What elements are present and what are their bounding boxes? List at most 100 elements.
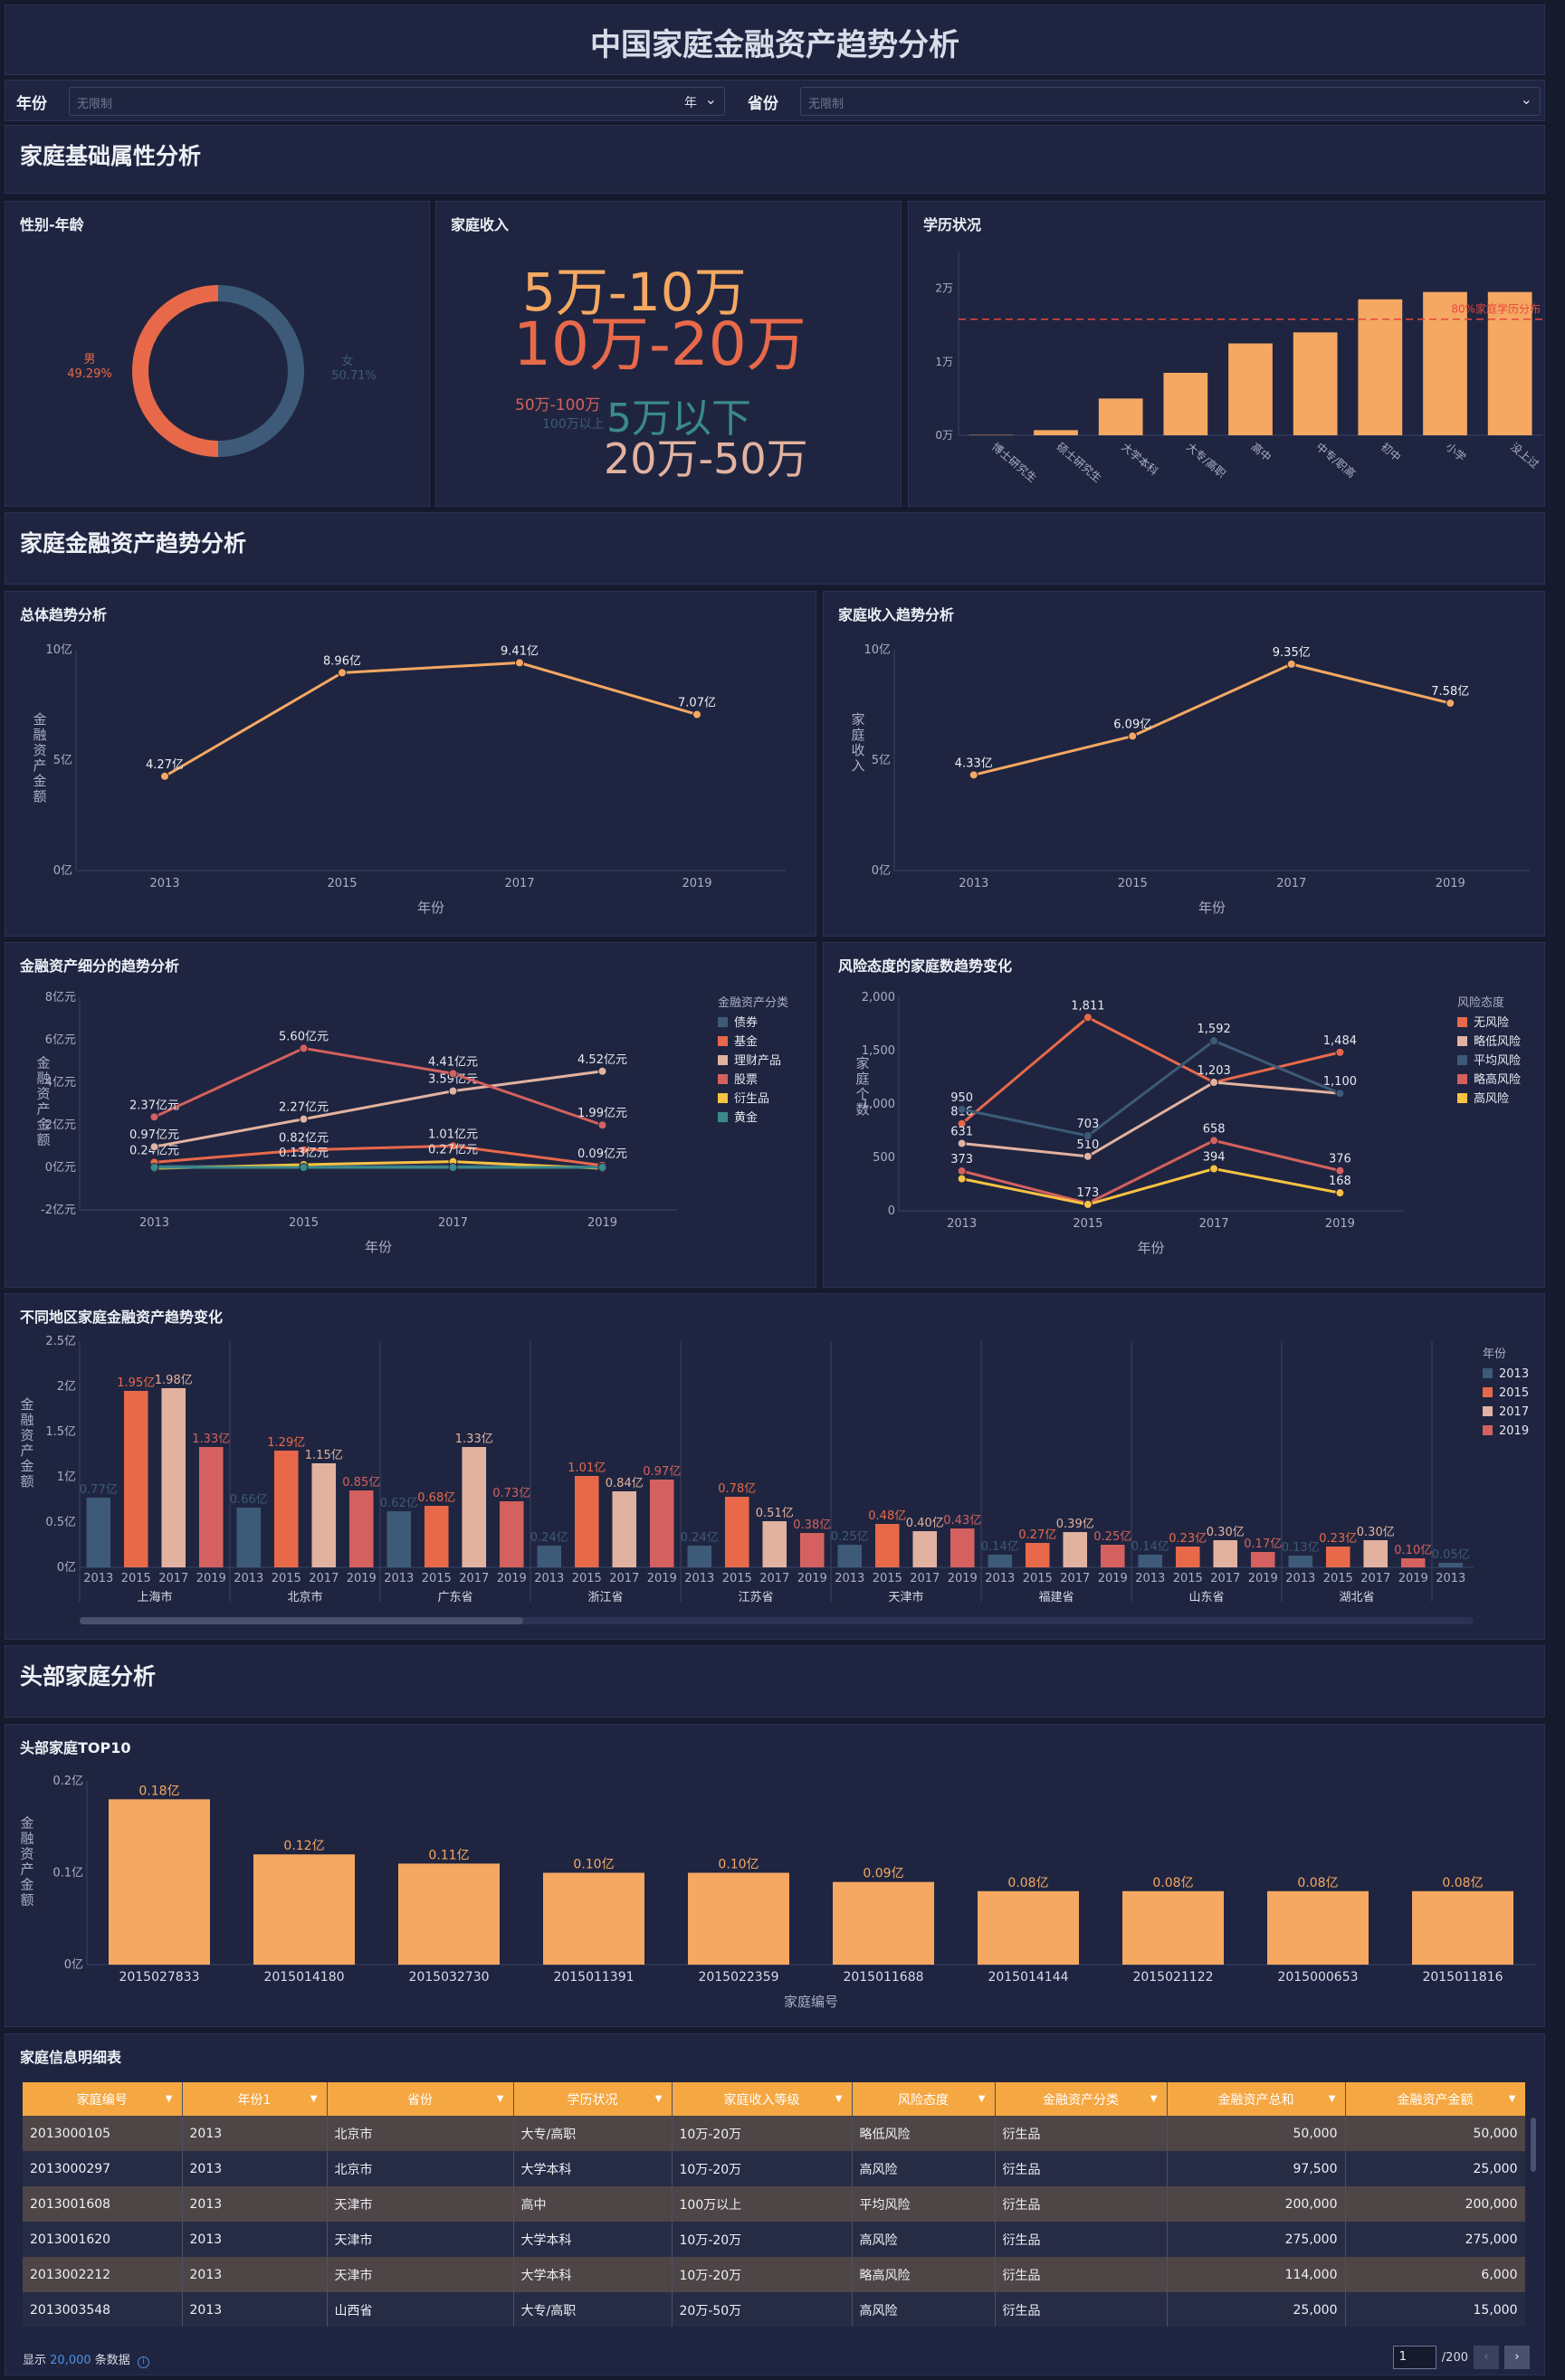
column-header-label: 金融资产金额	[1397, 2092, 1474, 2108]
year-filter-unit: 年	[684, 96, 697, 110]
table-cell: 衍生品	[995, 2186, 1168, 2222]
x-tick-label: 高中	[1249, 440, 1274, 464]
x-tick-label: 2019	[497, 1572, 527, 1585]
table-scrollbar[interactable]	[1531, 2118, 1536, 2172]
sort-dropdown-icon[interactable]: ▼	[1150, 2094, 1158, 2104]
column-header[interactable]: 年份1 ▼	[182, 2082, 328, 2116]
region-label: 江苏省	[738, 1590, 773, 1604]
table-cell: 200,000	[1167, 2186, 1346, 2222]
y-tick-label: 500	[873, 1151, 895, 1165]
next-page-button[interactable]: ›	[1504, 2346, 1530, 2369]
bar-label: 0.25亿	[831, 1530, 869, 1544]
column-header-label: 金融资产分类	[1043, 2092, 1119, 2108]
bar	[1358, 299, 1403, 435]
sort-dropdown-icon[interactable]: ▼	[1328, 2094, 1336, 2104]
data-point	[692, 709, 701, 719]
x-tick-label: 2015011391	[553, 1970, 634, 1985]
x-tick-label: 2015027833	[119, 1970, 199, 1985]
bar	[1412, 1890, 1513, 1965]
x-tick-label: 2015022359	[698, 1970, 778, 1985]
column-header[interactable]: 金融资产金额 ▼	[1345, 2082, 1525, 2116]
data-label: 1,203	[1198, 1064, 1231, 1078]
sort-dropdown-icon[interactable]: ▼	[1508, 2094, 1516, 2104]
bar-label: 1.29亿	[267, 1436, 305, 1450]
column-header[interactable]: 金融资产总和 ▼	[1167, 2082, 1346, 2116]
column-header[interactable]: 学历状况 ▼	[513, 2082, 673, 2116]
bar	[198, 1447, 224, 1567]
data-label: 0.97亿元	[129, 1128, 179, 1142]
table-row[interactable]: 2013002212 2013 天津市 大学本科 10万-20万 略高风险 衍生品 114,0…	[23, 2257, 1525, 2292]
bar-label: 0.43亿	[943, 1514, 981, 1528]
data-point	[299, 1145, 309, 1155]
table-row[interactable]: 2013001620 2013 天津市 大学本科 10万-20万 高风险 衍生品 275,00…	[23, 2222, 1525, 2257]
sort-dropdown-icon[interactable]: ▼	[165, 2094, 173, 2104]
year-filter-select[interactable]: 无限制 年 ⌄	[69, 87, 725, 116]
horizontal-scrollbar[interactable]	[80, 1617, 1474, 1624]
bar-label: 0.62亿	[380, 1497, 418, 1510]
page-input[interactable]: 1	[1392, 2346, 1436, 2369]
data-point	[957, 1174, 967, 1184]
bar-label: 0.24亿	[530, 1531, 568, 1545]
x-tick-label: 2013	[1436, 1572, 1465, 1585]
bar-label: 0.10亿	[1394, 1544, 1432, 1557]
province-filter-select[interactable]: 无限制 ⌄	[800, 87, 1541, 116]
sort-dropdown-icon[interactable]: ▼	[835, 2094, 843, 2104]
table-row[interactable]: 2013001608 2013 天津市 高中 100万以上 平均风险 衍生品 200,000 2…	[23, 2186, 1525, 2222]
y-tick-label: 1,500	[862, 1044, 895, 1058]
data-point	[299, 1163, 309, 1172]
x-tick-label: 2017	[609, 1572, 639, 1585]
legend-swatch	[1457, 1074, 1467, 1084]
bar-label: 0.48亿	[868, 1509, 906, 1523]
table-cell: 略低风险	[852, 2116, 996, 2151]
column-header[interactable]: 家庭编号 ▼	[23, 2082, 183, 2116]
column-header[interactable]: 风险态度 ▼	[852, 2082, 996, 2116]
bar-label: 0.24亿	[681, 1531, 719, 1545]
table-row[interactable]: 2013000105 2013 北京市 大专/高职 10万-20万 略低风险 衍生品 50,0…	[23, 2116, 1525, 2151]
year-filter-label: 年份	[16, 95, 47, 113]
column-header[interactable]: 家庭收入等级 ▼	[672, 2082, 853, 2116]
data-label: 4.27亿	[146, 758, 184, 772]
data-label: 3.59亿元	[428, 1073, 478, 1087]
column-header[interactable]: 金融资产分类 ▼	[995, 2082, 1168, 2116]
bar	[462, 1447, 487, 1567]
detail-table-panel: 家庭信息明细表 家庭编号 ▼ 年份1 ▼ 省份 ▼ 学历状况 ▼ 家庭收入等级 ▼ 风险态度 ▼ 金融资…	[5, 2033, 1545, 2375]
scrollbar-thumb[interactable]	[80, 1617, 523, 1624]
bar	[499, 1501, 524, 1567]
table-cell: 北京市	[327, 2151, 514, 2186]
prev-page-button[interactable]: ‹	[1474, 2346, 1499, 2369]
table-cell: 天津市	[327, 2257, 514, 2292]
region-label: 山东省	[1188, 1591, 1224, 1604]
legend-swatch	[1483, 1406, 1493, 1416]
data-point	[149, 1112, 159, 1122]
legend-label: 高风险	[1474, 1091, 1509, 1106]
chevron-down-icon[interactable]: ⌄	[704, 90, 717, 108]
section-trend-title: 家庭金融资产趋势分析	[20, 530, 247, 557]
table-cell: 2013001608	[23, 2186, 183, 2222]
table-row[interactable]: 2013000297 2013 北京市 大学本科 10万-20万 高风险 衍生品 97,500…	[23, 2151, 1525, 2186]
legend-label: 债券	[734, 1015, 758, 1030]
region-label: 广东省	[437, 1591, 472, 1604]
table-row[interactable]: 2013003548 2013 山西省 大专/高职 20万-50万 高风险 衍生品 25,00…	[23, 2292, 1525, 2327]
chevron-down-icon[interactable]: ⌄	[1520, 90, 1532, 108]
bar	[123, 1391, 148, 1567]
bar-label: 0.18亿	[138, 1784, 179, 1798]
data-point	[299, 1114, 309, 1124]
x-axis-title: 年份	[1198, 900, 1226, 916]
x-tick-label: 2017	[309, 1572, 339, 1585]
bar	[1034, 430, 1078, 435]
sort-dropdown-icon[interactable]: ▼	[654, 2094, 663, 2104]
sort-dropdown-icon[interactable]: ▼	[978, 2094, 986, 2104]
column-header[interactable]: 省份 ▼	[327, 2082, 514, 2116]
table-cell: 2013002212	[23, 2257, 183, 2292]
data-label: 2.27亿元	[279, 1101, 329, 1115]
x-tick-label: 2019	[1398, 1572, 1428, 1585]
table-cell: 2013	[182, 2257, 328, 2292]
bar-label: 0.38亿	[793, 1518, 831, 1532]
data-point	[160, 771, 169, 781]
sort-dropdown-icon[interactable]: ▼	[310, 2094, 318, 2104]
data-point	[1286, 659, 1296, 669]
total-trend-panel: 总体趋势分析 0亿 5亿 10亿 2013 2015 2017 2019 年份 金融资产金额 4.…	[5, 591, 816, 937]
y-tick-label: 6亿元	[45, 1033, 76, 1047]
series-line	[961, 1039, 1341, 1138]
sort-dropdown-icon[interactable]: ▼	[496, 2094, 504, 2104]
